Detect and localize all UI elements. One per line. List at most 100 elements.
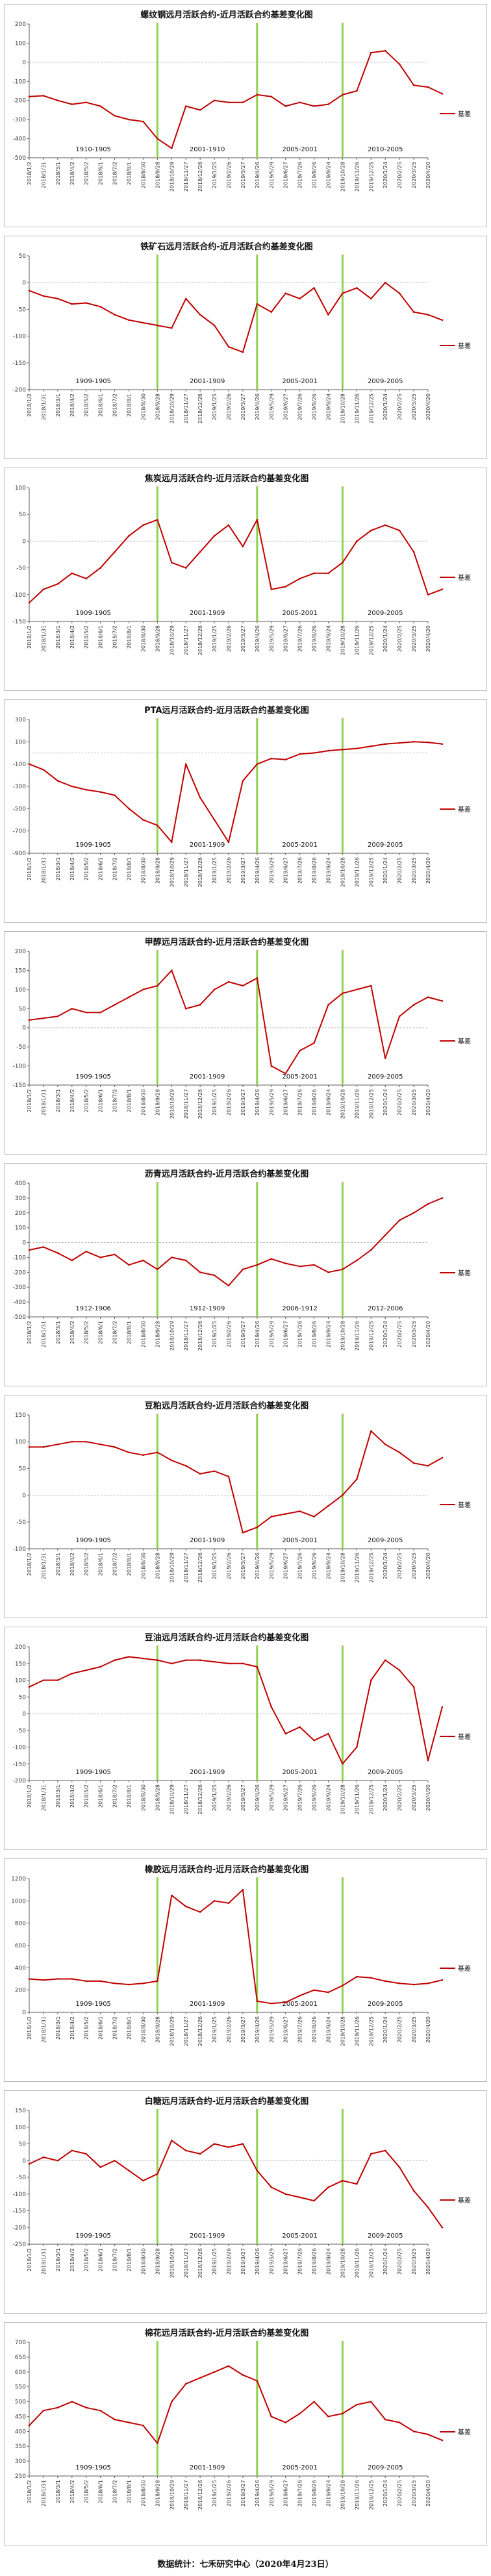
y-tick-label: 0	[22, 1711, 26, 1718]
data-point	[284, 292, 287, 294]
x-tick-label: 2019/7/26	[297, 2248, 303, 2275]
x-tick-label: 2018/1/31	[41, 2248, 47, 2275]
data-point	[128, 808, 130, 810]
basis-series-line	[29, 1430, 443, 1534]
data-point	[427, 2207, 429, 2208]
basis-chart: 甲醇远月活跃合约-近月活跃合约基差变化图 200 150 100 50 0 -50 -100 -…	[13, 937, 471, 1119]
data-point	[57, 1015, 59, 1018]
legend-label: 基差	[458, 1269, 471, 1277]
x-tick-label: 2019/11/26	[354, 1321, 360, 1351]
x-tick-label: 2020/1/24	[383, 2480, 388, 2507]
basis-series-line	[29, 969, 443, 1075]
y-tick-label: -500	[13, 806, 27, 812]
data-point	[128, 118, 130, 121]
x-tick-label: 2018/12/26	[197, 1089, 203, 1119]
data-point	[199, 1004, 201, 1006]
data-point	[398, 1219, 401, 1221]
data-point	[412, 2431, 415, 2432]
y-tick-label: 300	[15, 717, 26, 723]
data-point	[256, 977, 258, 979]
y-tick-label: -150	[13, 360, 27, 367]
data-point	[342, 749, 344, 751]
data-point	[441, 319, 444, 321]
x-tick-label: 2018/8/1	[127, 394, 132, 417]
data-point	[170, 327, 173, 329]
x-tick-label: 2019/10/28	[340, 1089, 346, 1119]
data-point	[71, 572, 73, 575]
data-point	[42, 1679, 45, 1681]
data-point	[71, 103, 73, 105]
x-tick-label: 2018/8/30	[140, 625, 146, 652]
data-point	[284, 1732, 287, 1735]
x-tick-label: 2020/3/25	[411, 2248, 417, 2275]
x-tick-label: 2020/4/20	[425, 162, 431, 188]
basis-chart: 豆粕远月活跃合约-近月活跃合约基差变化图150100500-50-1002018…	[13, 1401, 471, 1582]
y-tick-label: -400	[13, 136, 27, 143]
x-tick-label: 2018/1/2	[27, 2480, 32, 2503]
x-tick-label: 2018/6/1	[98, 2016, 104, 2040]
x-tick-label: 2018/6/1	[98, 1321, 104, 1344]
x-tick-label: 2018/4/2	[69, 625, 75, 649]
x-tick-label: 2018/4/2	[69, 162, 75, 185]
x-tick-label: 2018/8/1	[127, 2480, 132, 2503]
data-point	[327, 1271, 329, 1273]
y-tick-label: 150	[15, 1412, 26, 1419]
x-tick-label: 2018/12/26	[197, 625, 203, 655]
contract-period-label: 1912-1906	[75, 1305, 111, 1312]
contract-period-label: 2005-2001	[282, 146, 318, 153]
data-point	[71, 303, 73, 305]
data-point	[242, 984, 244, 987]
x-tick-label: 2018/1/31	[41, 1089, 47, 1116]
x-tick-label: 2018/8/1	[127, 162, 132, 185]
data-point	[342, 94, 344, 96]
x-tick-label: 2018/1/31	[41, 857, 47, 884]
data-point	[157, 824, 158, 827]
contract-period-label: 2005-2001	[282, 1537, 318, 1544]
data-point	[213, 99, 216, 102]
legend-label: 基差	[458, 1501, 471, 1509]
y-tick-label: -50	[16, 306, 26, 313]
x-tick-label: 2018/3/1	[55, 1089, 61, 1112]
chart-title: 沥青远月活跃合约-近月活跃合约基差变化图	[145, 1169, 308, 1179]
x-tick-label: 2018/8/1	[127, 857, 132, 881]
x-tick-label: 2019/6/27	[283, 1784, 289, 1811]
y-tick-label: 0	[22, 2010, 26, 2016]
data-point	[412, 1462, 415, 1464]
y-tick-label: -200	[13, 98, 27, 105]
x-tick-label: 2018/6/1	[98, 1553, 104, 1576]
x-tick-label: 2019/3/27	[240, 1553, 246, 1579]
x-tick-label: 2019/10/28	[340, 2016, 346, 2046]
y-tick-label: 100	[15, 1678, 26, 1684]
chart-panel: 橡胶远月活跃合约-近月活跃合约基差变化图 1200 1000 800 600 400 200…	[4, 1858, 487, 2082]
data-point	[299, 2196, 301, 2199]
y-tick-label: 0	[22, 1493, 26, 1499]
data-point	[313, 2401, 315, 2403]
data-point	[213, 1274, 216, 1277]
data-point	[284, 586, 287, 588]
x-tick-label: 2020/2/25	[397, 2016, 403, 2043]
data-point	[398, 292, 401, 294]
x-tick-label: 2020/1/24	[383, 1553, 388, 1579]
x-tick-label: 2018/5/2	[84, 1784, 90, 1808]
data-point	[370, 745, 372, 747]
basis-series-line	[29, 519, 443, 603]
data-point	[356, 1975, 358, 1978]
x-tick-label: 2018/6/1	[98, 2248, 104, 2271]
data-point	[441, 1706, 444, 1708]
data-point	[313, 2199, 315, 2202]
basis-chart: 豆油远月活跃合约-近月活跃合约基差变化图 200 150 100 50 0 -50 -100 -…	[13, 1632, 471, 1814]
data-point	[227, 1284, 230, 1287]
x-tick-label: 2018/7/2	[112, 162, 118, 185]
y-tick-label: 100	[15, 2125, 26, 2131]
data-point	[142, 321, 144, 324]
data-point	[242, 1531, 244, 1534]
chart-panel: PTA远月活跃合约-近月活跃合约基差变化图 300 100 -100 -300 -500 -…	[4, 699, 487, 923]
x-tick-label: 2019/7/26	[297, 1553, 303, 1579]
y-tick-label: 200	[15, 949, 26, 955]
data-point	[313, 1989, 315, 1991]
x-tick-label: 2018/4/2	[69, 2480, 75, 2503]
data-point	[441, 1197, 444, 1199]
x-tick-label: 2019/4/26	[255, 857, 260, 884]
x-tick-label: 2018/1/2	[27, 1089, 32, 1112]
contract-period-label: 1912-1909	[190, 1305, 225, 1312]
